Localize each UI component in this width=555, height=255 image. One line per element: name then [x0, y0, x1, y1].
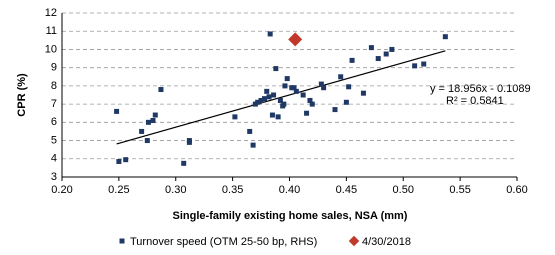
point — [247, 128, 253, 134]
point — [139, 128, 145, 134]
point — [186, 139, 192, 145]
point — [232, 114, 238, 120]
y-tick-label: 12 — [45, 7, 57, 19]
y-tick-label: 6 — [51, 116, 57, 128]
point — [144, 138, 150, 144]
point — [158, 87, 164, 93]
legend-label: 4/30/2018 — [362, 236, 411, 248]
y-tick-label: 9 — [51, 62, 57, 74]
point — [421, 61, 427, 67]
point — [346, 84, 352, 90]
x-tick-label: 0.50 — [393, 184, 414, 196]
point — [412, 63, 418, 69]
point — [264, 88, 270, 94]
y-axis-title: CPR (%) — [16, 73, 28, 117]
point — [145, 119, 151, 125]
x-tick-label: 0.25 — [108, 184, 129, 196]
legend-item: Turnover speed (OTM 25-50 bp, RHS) — [119, 236, 317, 248]
y-tick-label: 10 — [45, 43, 57, 55]
point — [282, 83, 288, 89]
y-tick-label: 7 — [51, 98, 57, 110]
x-tick-label: 0.55 — [449, 184, 470, 196]
y-tick-label: 5 — [51, 134, 57, 146]
point — [321, 85, 327, 91]
point — [368, 45, 374, 51]
x-tick-label: 0.20 — [51, 184, 72, 196]
point — [343, 99, 349, 105]
point — [309, 101, 315, 107]
point — [442, 34, 448, 40]
point — [275, 114, 281, 120]
point — [293, 88, 299, 94]
point — [114, 108, 120, 114]
point — [255, 99, 261, 105]
point — [273, 66, 279, 72]
trend-r-squared: R² = 0.5841 — [446, 95, 504, 107]
legend-swatch — [348, 235, 360, 247]
y-tick-label: 8 — [51, 80, 57, 92]
point — [338, 74, 344, 80]
point — [261, 96, 267, 102]
point — [332, 107, 338, 113]
point — [304, 110, 310, 116]
point — [360, 90, 366, 96]
legend-item: 4/30/2018 — [348, 235, 411, 248]
legend-label: Turnover speed (OTM 25-50 bp, RHS) — [130, 236, 317, 248]
y-tick-label: 4 — [51, 153, 57, 165]
point — [250, 142, 256, 148]
legend-swatch — [119, 238, 125, 244]
point — [281, 101, 287, 107]
x-tick-label: 0.40 — [279, 184, 300, 196]
point — [152, 112, 158, 118]
y-tick-label: 3 — [51, 171, 57, 183]
x-tick-label: 0.30 — [165, 184, 186, 196]
point — [181, 160, 187, 166]
point — [307, 97, 313, 103]
point — [266, 94, 272, 100]
point — [318, 81, 324, 87]
x-tick-label: 0.45 — [336, 184, 357, 196]
point — [375, 56, 381, 62]
point — [271, 92, 277, 98]
point — [258, 97, 264, 103]
point — [277, 97, 283, 103]
point — [300, 92, 306, 98]
point — [150, 118, 156, 124]
y-tick-label: 11 — [46, 25, 57, 37]
point — [349, 57, 355, 63]
point — [269, 112, 275, 118]
trend-equation: y = 18.956x - 0.1089 — [430, 83, 531, 95]
point — [284, 76, 290, 82]
point — [288, 32, 303, 47]
x-tick-label: 0.35 — [222, 184, 243, 196]
point — [389, 46, 395, 52]
point — [383, 51, 389, 57]
trendline — [116, 50, 446, 145]
point — [291, 85, 297, 91]
point — [123, 157, 129, 163]
point — [267, 31, 273, 37]
x-tick-label: 0.60 — [506, 184, 527, 196]
point — [116, 159, 122, 165]
x-axis-title: Single-family existing home sales, NSA (… — [173, 210, 408, 222]
